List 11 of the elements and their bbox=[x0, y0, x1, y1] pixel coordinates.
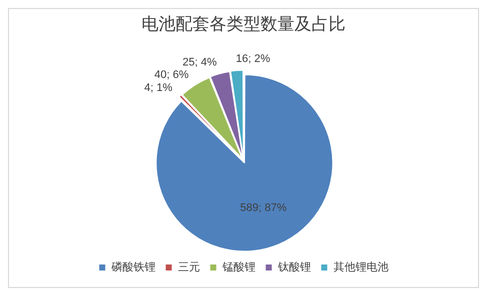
legend-label: 三元 bbox=[178, 260, 200, 274]
legend-label: 其他锂电池 bbox=[333, 260, 388, 274]
data-label: 25; 4% bbox=[182, 56, 217, 69]
data-label: 16; 2% bbox=[236, 53, 270, 66]
data-label: 40; 6% bbox=[154, 68, 189, 81]
legend-label: 锰酸锂 bbox=[221, 260, 256, 274]
legend-label: 钛酸锂 bbox=[276, 260, 311, 274]
legend-label: 磷酸铁锂 bbox=[110, 260, 156, 274]
chart-title: 电池配套各类型数量及占比 bbox=[142, 14, 346, 35]
data-label: 4; 1% bbox=[144, 82, 173, 94]
data-label: 589; 87% bbox=[240, 202, 287, 214]
